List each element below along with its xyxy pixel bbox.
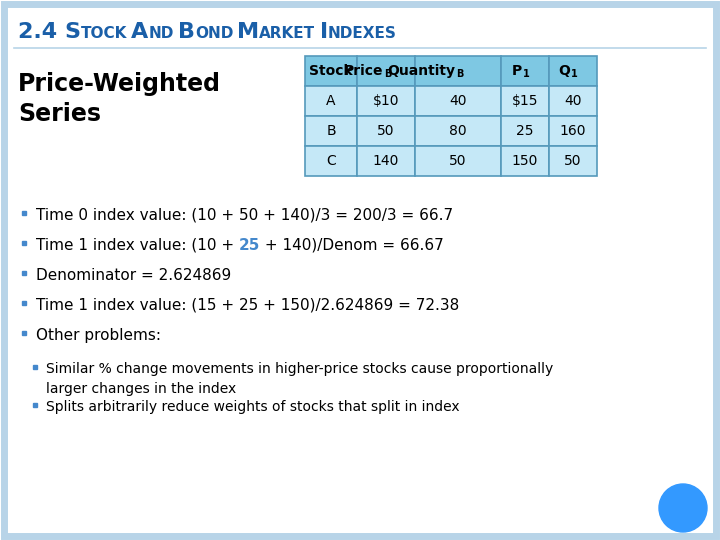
Bar (549, 116, 597, 146)
Bar (357, 116, 415, 146)
Text: A: A (326, 94, 336, 108)
Bar (305, 56, 357, 86)
Text: S: S (65, 22, 81, 42)
Text: 80: 80 (449, 124, 467, 138)
Text: $10: $10 (373, 94, 400, 108)
Bar (305, 146, 357, 176)
Circle shape (659, 484, 707, 532)
Text: Series: Series (18, 102, 101, 126)
Text: 2.4: 2.4 (18, 22, 65, 42)
Bar (501, 86, 549, 116)
Text: C: C (326, 154, 336, 168)
Text: I: I (320, 22, 328, 42)
Bar (357, 86, 415, 116)
Bar (549, 146, 597, 176)
Text: M: M (238, 22, 259, 42)
Bar (415, 56, 501, 86)
Text: A: A (131, 22, 148, 42)
Text: P: P (512, 64, 522, 78)
Text: Denominator = 2.624869: Denominator = 2.624869 (36, 268, 231, 283)
Bar (357, 146, 415, 176)
Text: 25: 25 (239, 238, 261, 253)
Text: $15: $15 (512, 94, 539, 108)
Bar (549, 56, 597, 86)
Text: 1: 1 (571, 69, 577, 79)
Text: Stock: Stock (309, 64, 353, 78)
Text: B: B (456, 69, 464, 79)
Text: B: B (178, 22, 195, 42)
Text: 40: 40 (449, 94, 467, 108)
Text: + 140)/Denom = 66.67: + 140)/Denom = 66.67 (261, 238, 444, 253)
Text: 160: 160 (559, 124, 586, 138)
Text: B: B (326, 124, 336, 138)
Text: OND: OND (195, 26, 233, 41)
Text: 50: 50 (564, 154, 582, 168)
Text: 50: 50 (377, 124, 395, 138)
Bar (501, 146, 549, 176)
Text: 25: 25 (516, 124, 534, 138)
Bar (415, 116, 501, 146)
Text: NDEXES: NDEXES (328, 26, 397, 41)
Text: ARKET: ARKET (259, 26, 315, 41)
Bar (305, 116, 357, 146)
Bar (501, 56, 549, 86)
Text: Quantity: Quantity (387, 64, 455, 78)
Bar (305, 86, 357, 116)
Text: Similar % change movements in higher-price stocks cause proportionally
larger ch: Similar % change movements in higher-pri… (46, 362, 553, 395)
Bar (415, 146, 501, 176)
Text: ND: ND (148, 26, 174, 41)
Text: 50: 50 (449, 154, 467, 168)
Text: 150: 150 (512, 154, 538, 168)
Text: Price-Weighted: Price-Weighted (18, 72, 221, 96)
FancyBboxPatch shape (4, 4, 716, 536)
Bar (357, 56, 415, 86)
Bar (415, 86, 501, 116)
Text: Time 1 index value: (15 + 25 + 150)/2.624869 = 72.38: Time 1 index value: (15 + 25 + 150)/2.62… (36, 298, 459, 313)
Text: TOCK: TOCK (81, 26, 127, 41)
Text: 140: 140 (373, 154, 399, 168)
Text: 1: 1 (523, 69, 530, 79)
Text: 40: 40 (564, 94, 582, 108)
Text: Time 1 index value: (10 +: Time 1 index value: (10 + (36, 238, 239, 253)
Text: Splits arbitrarily reduce weights of stocks that split in index: Splits arbitrarily reduce weights of sto… (46, 400, 459, 414)
Text: Time 0 index value: (10 + 50 + 140)/3 = 200/3 = 66.7: Time 0 index value: (10 + 50 + 140)/3 = … (36, 208, 453, 223)
Text: Q: Q (558, 64, 570, 78)
Bar (501, 116, 549, 146)
Text: Other problems:: Other problems: (36, 328, 161, 343)
Text: Price: Price (343, 64, 383, 78)
Text: B: B (384, 69, 392, 79)
Bar (549, 86, 597, 116)
